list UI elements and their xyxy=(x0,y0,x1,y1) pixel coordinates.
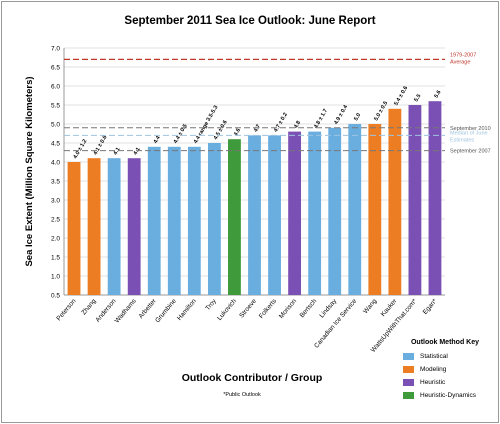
legend-entry: Statistical xyxy=(395,350,495,363)
data-label: 4.4 xyxy=(153,134,162,144)
legend-label: Modeling xyxy=(420,366,447,373)
bar xyxy=(428,101,442,295)
y-tick-label: 6.0 xyxy=(51,84,60,91)
x-tick-label: Lindsay xyxy=(318,297,338,319)
data-label: 4.1 xyxy=(133,147,142,157)
data-label: 4.4 ± 0.5 xyxy=(173,123,189,145)
y-tick-label: 3.0 xyxy=(51,198,60,205)
legend-label: Heuristic xyxy=(420,379,446,386)
x-tick-label: Bertsch xyxy=(299,297,319,319)
data-label: 4.7 ± 0.2 xyxy=(273,112,289,134)
data-label: 5.4 ± 0.6 xyxy=(393,85,409,107)
x-tick-label: Lukovich xyxy=(216,297,238,321)
x-tick-label: Troy xyxy=(204,297,218,312)
y-axis-label: Sea Ice Extent (Million Square Kilometer… xyxy=(24,76,35,266)
x-tick-label: Wang xyxy=(362,297,378,315)
bar xyxy=(388,108,402,295)
data-label: 4.8 xyxy=(293,120,302,130)
data-label: 4.6 xyxy=(233,128,242,138)
data-label: 4.5 ± 0.6 xyxy=(213,119,229,141)
legend-swatch xyxy=(403,392,414,399)
legend-label: Heuristic-Dynamics xyxy=(420,392,476,399)
legend-swatch xyxy=(403,366,414,373)
x-tick-label: Hamilton xyxy=(176,297,198,321)
data-label: 4.1 ± 0.6 xyxy=(93,135,109,157)
bar xyxy=(167,146,181,295)
bar xyxy=(368,124,382,295)
bar xyxy=(107,158,121,295)
y-tick-label: 1.0 xyxy=(51,274,60,281)
bar xyxy=(248,135,261,295)
data-label: 5.5 xyxy=(413,93,422,103)
x-tick-label: Arbetter xyxy=(138,297,159,320)
data-label: 5.0 xyxy=(353,112,362,122)
legend-swatch xyxy=(403,353,414,360)
data-label: 5.0 ± 0.5 xyxy=(373,100,389,122)
footnote: *Public Outlook xyxy=(223,392,261,398)
y-tick-label: 2.0 xyxy=(51,236,60,243)
y-tick-label: 5.0 xyxy=(51,122,60,129)
legend-entry: Modeling xyxy=(395,363,495,376)
x-tick-label: Zhang xyxy=(80,297,97,316)
bar xyxy=(87,158,101,295)
x-tick-label: Wadhams xyxy=(114,297,138,324)
data-label: 4.8 ± 1.7 xyxy=(313,108,329,130)
x-tick-label: Kauker xyxy=(380,297,399,318)
legend-entry: Heuristic xyxy=(395,376,495,389)
bar xyxy=(127,158,141,295)
bar xyxy=(67,162,81,295)
legend-swatch xyxy=(403,379,414,386)
legend-entry: Heuristic-Dynamics xyxy=(395,389,495,402)
y-tick-label: 4.5 xyxy=(51,141,60,148)
x-axis-label: Outlook Contributor / Group xyxy=(182,372,323,384)
bar xyxy=(308,131,322,295)
chart-title: September 2011 Sea Ice Outlook: June Rep… xyxy=(124,15,375,27)
bar xyxy=(268,135,281,295)
bar xyxy=(147,146,161,295)
reference-line-label: September 2007 xyxy=(450,149,491,155)
bar xyxy=(187,146,201,295)
legend: Outlook Method Key Statistical Modeling He… xyxy=(395,339,495,402)
bar xyxy=(328,127,342,295)
y-tick-label: 7.0 xyxy=(51,46,60,53)
x-tick-label: Grumbine xyxy=(154,297,178,324)
y-tick-label: 6.5 xyxy=(51,65,60,72)
reference-line-label: Estimates xyxy=(450,137,474,143)
bar xyxy=(348,124,362,295)
reference-line-label: Median of June xyxy=(450,130,488,136)
y-tick-label: 3.5 xyxy=(51,179,60,186)
data-label: 4.0 ± 1.2 xyxy=(73,138,89,160)
y-tick-label: 5.5 xyxy=(51,103,60,110)
x-tick-label: Canadian Ice Service xyxy=(313,298,358,350)
bar xyxy=(288,131,302,295)
x-tick-label: Morison xyxy=(278,297,298,320)
x-tick-label: Egan* xyxy=(422,297,439,315)
y-tick-label: 0.5 xyxy=(51,293,60,300)
data-label: 4.1 xyxy=(113,147,122,157)
bar xyxy=(228,139,241,295)
data-label: 5.6 xyxy=(434,90,443,100)
x-tick-label: Peterson xyxy=(55,298,77,323)
reference-line-label: September 2010 xyxy=(450,126,491,132)
reference-line-label: 1979-2007 xyxy=(450,52,476,58)
x-tick-label: Stroeve xyxy=(238,297,258,319)
data-label: 4.9 ± 0.4 xyxy=(333,103,349,125)
reference-line-label: Average xyxy=(450,59,470,65)
bar xyxy=(207,143,221,295)
y-tick-label: 2.5 xyxy=(51,217,60,224)
bar xyxy=(408,105,422,295)
x-tick-label: Folkerts xyxy=(258,297,279,320)
legend-label: Statistical xyxy=(420,353,448,360)
y-tick-label: 1.5 xyxy=(51,255,60,262)
y-tick-label: 4.0 xyxy=(51,160,60,167)
legend-title: Outlook Method Key xyxy=(410,339,480,346)
data-label: 4.7 xyxy=(253,124,262,134)
